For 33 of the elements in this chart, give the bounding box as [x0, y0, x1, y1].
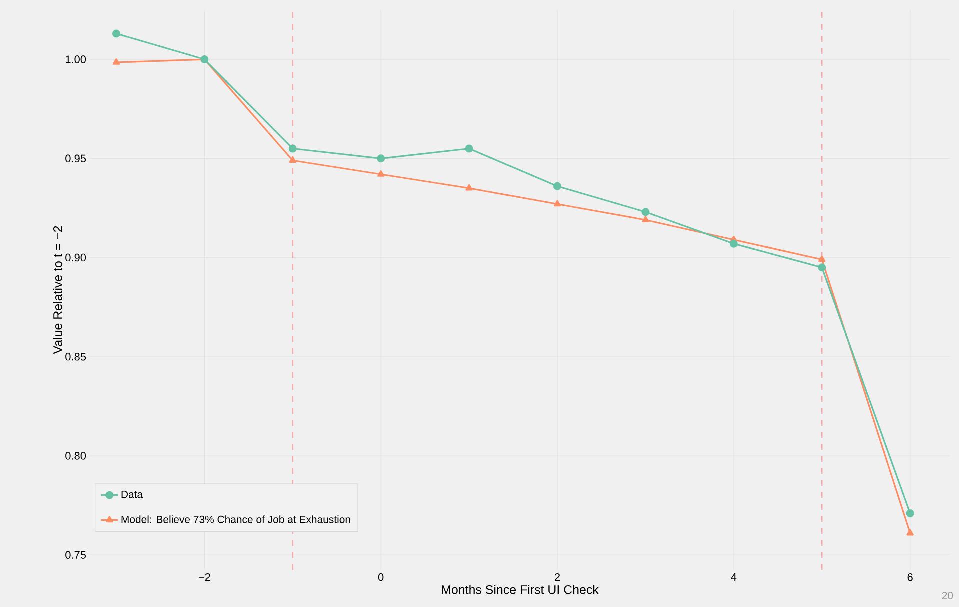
point: [818, 264, 826, 272]
point: [553, 182, 562, 190]
x-tick-label: 6: [908, 574, 913, 582]
y-tick-label: 0.85: [66, 353, 86, 361]
point: [642, 216, 650, 223]
x-tick-label: 2: [555, 574, 560, 582]
y-tick-label: 0.75: [66, 551, 86, 559]
text: 20: [942, 592, 954, 600]
y-tick-label: 0.95: [66, 154, 86, 163]
legend-label: Data: [122, 490, 144, 498]
point: [465, 144, 474, 153]
x-tick-label: 4: [731, 574, 737, 582]
point: [906, 529, 914, 536]
x-tick-label: −2: [198, 574, 210, 582]
point: [288, 144, 297, 153]
point: [730, 240, 738, 248]
x-tick-label: 0: [378, 574, 384, 582]
point: [289, 156, 296, 164]
point: [378, 170, 385, 177]
y-tick-label: 1.00: [66, 56, 86, 64]
point: [642, 208, 650, 216]
point: [554, 200, 562, 207]
point: [112, 30, 120, 38]
y-tick-label: 0.80: [66, 452, 86, 460]
point: [818, 256, 826, 262]
legend-label: Model: Believe 73% Chance of Job at Exhaustion: [122, 516, 350, 524]
y-axis-title: Value Relative to t = −2: [53, 226, 62, 354]
point: [906, 509, 914, 518]
point: [377, 154, 386, 163]
point: [466, 184, 473, 191]
y-tick-label: 0.90: [66, 254, 86, 262]
x-axis-title: Months Since First UI Check: [442, 585, 599, 594]
point: [112, 58, 120, 65]
